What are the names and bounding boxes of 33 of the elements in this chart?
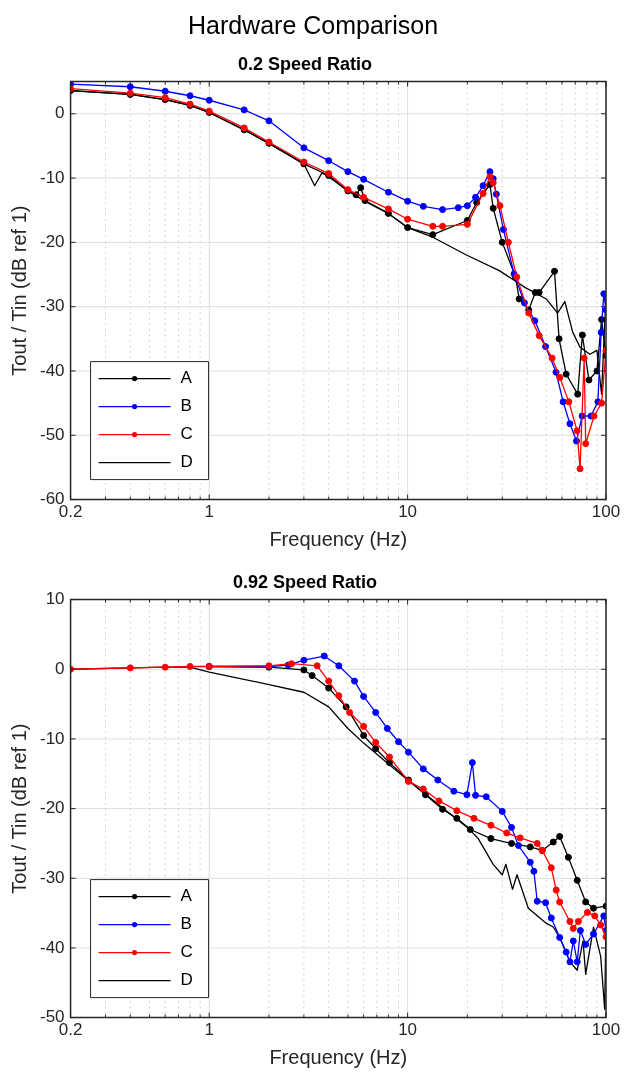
- y-tick-label: -20: [39, 232, 65, 252]
- y-tick-label: -20: [39, 798, 65, 818]
- y-tick-label: -30: [39, 296, 65, 316]
- x-tick-label: 1: [204, 1020, 214, 1040]
- chart-title: Hardware Comparison: [186, 10, 440, 41]
- y-tick-label: -50: [39, 424, 65, 444]
- y-tick-label: 10: [45, 589, 65, 609]
- chart-title: 0.92 Speed Ratio: [232, 571, 378, 592]
- legend-label: A: [180, 886, 193, 906]
- y-tick-label: -10: [39, 728, 65, 748]
- y-tick-label: -40: [39, 937, 65, 957]
- x-tick-label: 10: [398, 502, 418, 522]
- x-tick-label: 100: [591, 502, 621, 522]
- y-tick-label: -30: [39, 867, 65, 887]
- legend-label: B: [180, 396, 192, 416]
- x-tick-label: 1: [204, 502, 214, 522]
- x-axis-title: Frequency (Hz): [269, 1045, 408, 1068]
- legend-label: C: [180, 424, 193, 444]
- x-axis-title: Frequency (Hz): [269, 527, 408, 550]
- y-axis-title: Tout / Tin (dB ref 1): [7, 723, 30, 894]
- legend-label: D: [180, 452, 193, 472]
- y-tick-label: 0: [55, 103, 65, 123]
- legend-label: D: [180, 970, 193, 990]
- y-tick-label: -10: [39, 167, 65, 187]
- legend-label: B: [180, 914, 192, 934]
- chart-subtitle: 0.2 Speed Ratio: [237, 53, 373, 74]
- y-axis-title: Tout / Tin (dB ref 1): [7, 205, 30, 376]
- legend-label: C: [180, 942, 193, 962]
- legend-label: A: [180, 368, 193, 388]
- x-tick-label: 100: [591, 1020, 621, 1040]
- x-tick-label: 10: [398, 1020, 418, 1040]
- y-tick-label: 0: [55, 658, 65, 678]
- y-tick-label: -40: [39, 360, 65, 380]
